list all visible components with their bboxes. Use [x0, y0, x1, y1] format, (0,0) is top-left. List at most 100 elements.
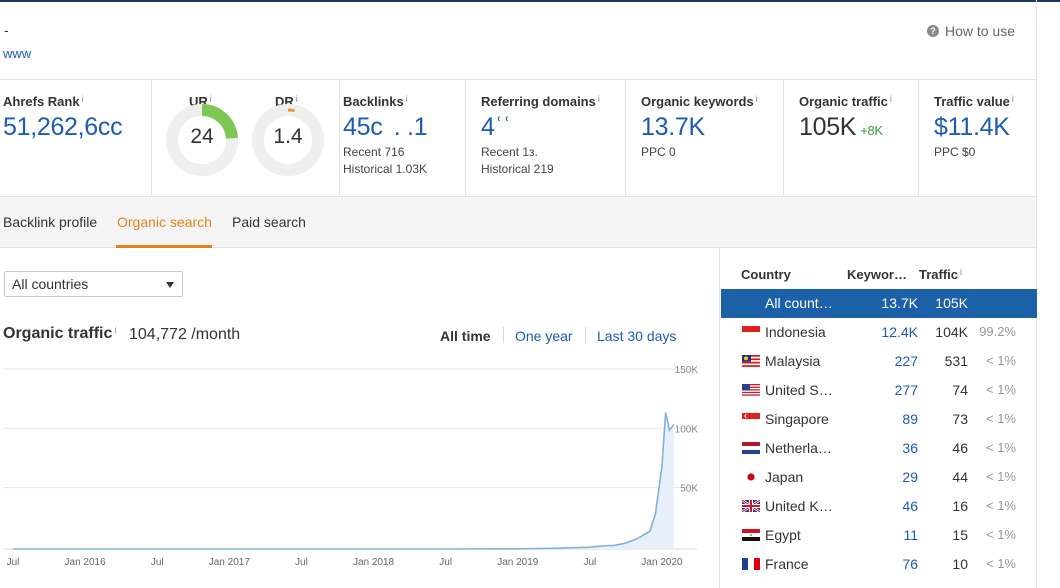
traffic-value-card: Traffic value i $11.4K PPC $0 — [919, 80, 1036, 196]
ahrefs-rank-value[interactable]: 51,262,6сс — [3, 113, 123, 141]
backlinks-recent: Recent 716 — [343, 145, 405, 159]
organic-traffic-title: Organic traffic i — [3, 325, 117, 342]
tab-organic-search[interactable]: Organic search — [117, 214, 212, 230]
country-keywords[interactable]: 89 — [902, 411, 918, 427]
range-all-time[interactable]: All time — [440, 328, 491, 344]
ahrefs-rank-label: Ahrefs Rank i — [3, 94, 84, 109]
backlinks-value[interactable]: 45с . .1 — [343, 113, 428, 141]
organic-traffic-value[interactable]: 105K +8K — [799, 113, 883, 141]
country-keywords[interactable]: 76 — [902, 556, 918, 572]
info-icon[interactable]: i — [755, 94, 758, 104]
x-tick-label: Jan 2020 — [641, 557, 683, 568]
traffic-area — [13, 412, 674, 549]
organic-traffic-label: Organic traffic i — [799, 94, 892, 109]
how-to-use-link[interactable]: ? How to use — [926, 23, 1015, 39]
country-share: < 1% — [986, 498, 1016, 513]
traffic-column-header[interactable]: Traffic i — [919, 267, 963, 282]
country-name: Egypt — [765, 527, 801, 543]
country-keywords[interactable]: 13.7K — [881, 295, 918, 311]
uk-flag-icon — [741, 498, 761, 514]
dr-value: 1.4 — [273, 125, 303, 148]
country-column-header[interactable]: Country — [741, 267, 791, 282]
range-last-30-days[interactable]: Last 30 days — [597, 328, 677, 344]
country-traffic: 46 — [952, 440, 968, 456]
organic-keywords-label: Organic keywords i — [641, 94, 758, 109]
info-icon[interactable]: i — [114, 325, 117, 335]
country-row[interactable]: United K… 46 16 < 1% — [721, 492, 1037, 521]
country-row[interactable]: Malaysia 227 531 < 1% — [721, 347, 1037, 376]
malaysia-flag-icon — [742, 354, 760, 367]
dr-gauge-ring — [252, 104, 324, 176]
ur-dr-card: UR i 24 DR i 1.4 — [152, 80, 340, 196]
country-share: < 1% — [986, 440, 1016, 455]
info-icon[interactable]: i — [889, 94, 892, 104]
info-icon[interactable]: i — [1011, 94, 1014, 104]
organic-keywords-ppc: PPC 0 — [641, 145, 676, 159]
y-tick-label: 100K — [675, 424, 699, 435]
info-icon[interactable]: i — [295, 94, 298, 104]
tab-paid-search[interactable]: Paid search — [232, 214, 306, 230]
country-row[interactable]: United S… 277 74 < 1% — [721, 376, 1037, 405]
country-row[interactable]: Indonesia 12.4K 104K 99.2% — [721, 318, 1037, 347]
x-tick-label: Jan 2019 — [497, 557, 539, 568]
country-row[interactable]: Netherla… 36 46 < 1% — [721, 434, 1037, 463]
country-traffic: 74 — [952, 382, 968, 398]
country-traffic: 105K — [935, 295, 968, 311]
top-border — [0, 0, 1060, 2]
country-keywords[interactable]: 227 — [894, 353, 918, 369]
ur-value: 24 — [190, 125, 214, 148]
egypt-flag-icon — [742, 528, 760, 541]
country-traffic: 44 — [952, 469, 968, 485]
country-keywords[interactable]: 277 — [894, 382, 918, 398]
traffic-value-label: Traffic value i — [934, 94, 1014, 109]
metrics-bar: Ahrefs Rank i 51,262,6сс UR i 24 DR i 1.4 B… — [0, 79, 1036, 197]
country-row[interactable]: Egypt 11 15 < 1% — [721, 521, 1037, 550]
info-icon[interactable]: i — [597, 94, 600, 104]
country-row[interactable]: France 76 10 < 1% — [721, 550, 1037, 579]
active-tab-indicator — [116, 245, 212, 248]
info-icon[interactable]: i — [81, 94, 84, 104]
info-icon[interactable]: i — [209, 94, 212, 104]
organic-keywords-value[interactable]: 13.7K — [641, 113, 705, 141]
ur-gauge-ring — [166, 104, 238, 176]
traffic-series-line — [13, 412, 675, 550]
ahrefs-rank-card: Ahrefs Rank i 51,262,6сс — [0, 80, 152, 196]
country-row-all-countries[interactable]: All count… 13.7K 105K — [721, 289, 1037, 318]
referring-domains-card: Referring domains i 4ʿʿ Recent 1з. Histor… — [466, 80, 626, 196]
backlinks-label: Backlinks i — [343, 94, 408, 109]
country-keywords[interactable]: 12.4K — [881, 324, 918, 340]
keywords-column-header[interactable]: Keywor… — [847, 267, 907, 282]
country-name: Singapore — [765, 411, 829, 427]
country-traffic: 104K — [935, 324, 968, 340]
netherlands-flag-icon — [742, 441, 760, 454]
x-tick-label: Jul — [583, 557, 596, 568]
country-select-value: All countries — [12, 276, 89, 292]
country-traffic: 531 — [944, 353, 968, 369]
info-icon[interactable]: i — [960, 267, 963, 277]
country-select[interactable]: All countries — [4, 271, 183, 297]
country-keywords[interactable]: 29 — [902, 469, 918, 485]
country-traffic: 16 — [952, 498, 968, 514]
country-row[interactable]: Singapore 89 73 < 1% — [721, 405, 1037, 434]
range-divider — [503, 327, 504, 343]
site-url-link[interactable]: www — [3, 46, 32, 61]
traffic-value-ppc: PPC $0 — [934, 145, 976, 159]
country-keywords[interactable]: 46 — [902, 498, 918, 514]
referring-domains-value[interactable]: 4ʿʿ — [481, 113, 511, 141]
country-name: United K… — [765, 498, 833, 514]
country-share: < 1% — [986, 556, 1016, 571]
range-divider — [585, 327, 586, 343]
country-keywords[interactable]: 36 — [902, 440, 918, 456]
y-tick-label: 50K — [680, 484, 698, 495]
country-share: < 1% — [986, 382, 1016, 397]
organic-traffic-delta: +8K — [860, 123, 883, 138]
country-name: France — [765, 556, 809, 572]
info-icon[interactable]: i — [405, 94, 408, 104]
traffic-value-value[interactable]: $11.4K — [934, 113, 1010, 141]
tab-backlink-profile[interactable]: Backlink profile — [3, 214, 98, 230]
organic-traffic-chart-svg: 150K 100K 50K Jul Jan 2016 Jul Jan 2017 Jul Jan … — [3, 365, 699, 568]
country-keywords[interactable]: 11 — [903, 527, 918, 543]
country-row[interactable]: Japan 29 44 < 1% — [721, 463, 1037, 492]
question-icon: ? — [926, 25, 939, 37]
range-one-year[interactable]: One year — [515, 328, 573, 344]
